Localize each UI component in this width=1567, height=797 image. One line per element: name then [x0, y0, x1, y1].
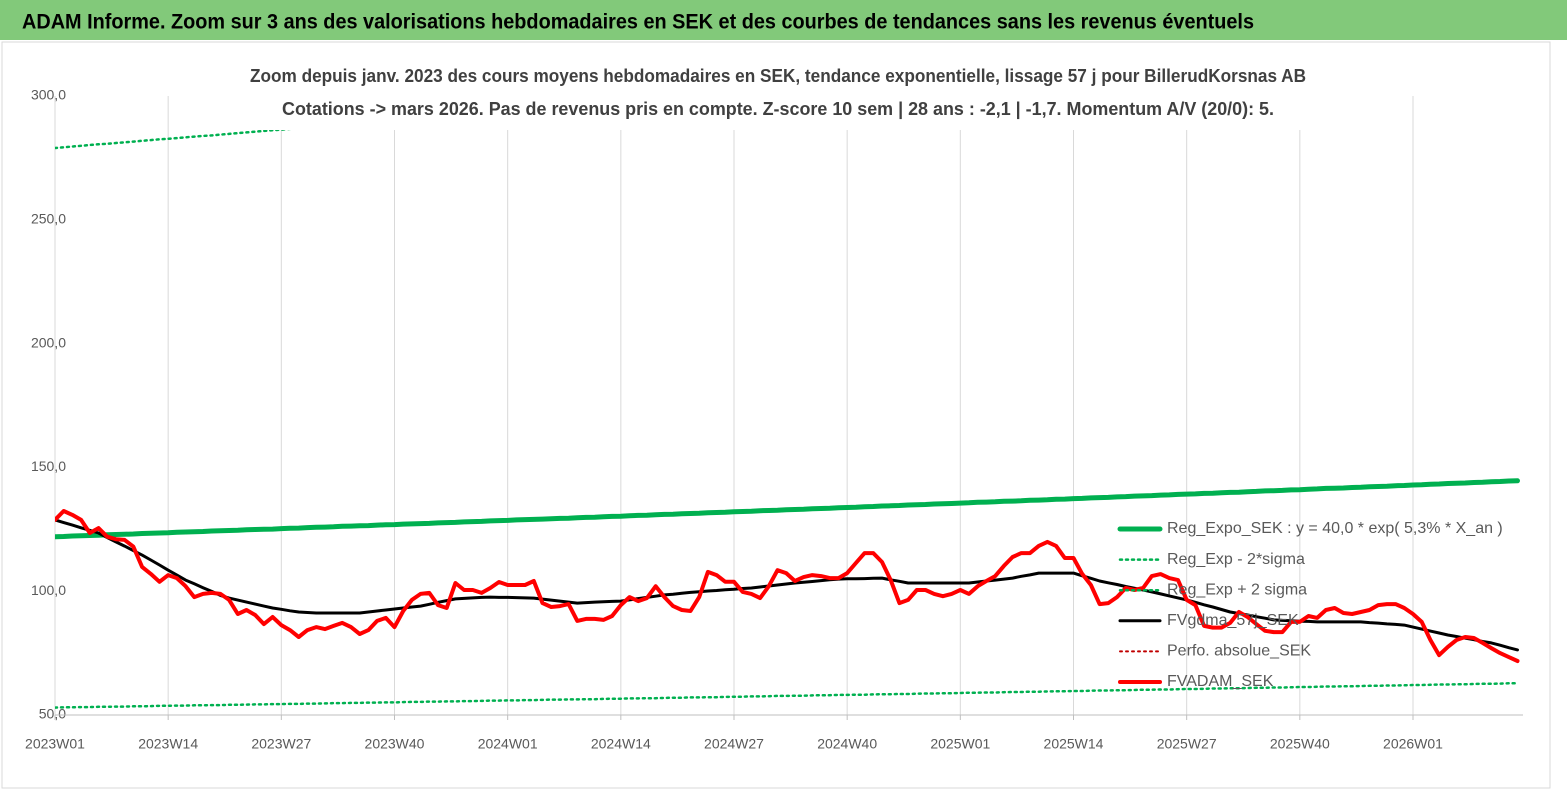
x-tick-label: 2025W14 — [1044, 736, 1104, 752]
x-tick-label: 2024W27 — [704, 736, 764, 752]
chart-frame — [1, 41, 1551, 789]
x-tick-label: 2026W01 — [1383, 736, 1443, 752]
legend-label: Reg_Exp - 2*sigma — [1167, 551, 1305, 568]
x-tick-label: 2024W40 — [817, 736, 877, 752]
series-line — [55, 478, 1520, 540]
header-title: ADAM Informe. Zoom sur 3 ans des valoris… — [22, 11, 1254, 34]
x-tick-label: 2025W27 — [1157, 736, 1217, 752]
y-tick-label: 50,0 — [39, 706, 66, 722]
series-line — [55, 682, 1519, 709]
x-tick-label: 2023W40 — [365, 736, 425, 752]
chart-title: Zoom depuis janv. 2023 des cours moyens … — [250, 66, 1306, 86]
x-tick-label: 2023W14 — [138, 736, 198, 752]
legend-label: Perfo. absolue_SEK — [1167, 643, 1311, 660]
grid — [54, 96, 1414, 715]
x-tick-label: 2023W27 — [251, 736, 311, 752]
series-line — [55, 509, 1520, 663]
y-tick-label: 300,0 — [31, 87, 66, 103]
y-tick-label: 250,0 — [31, 211, 66, 227]
x-tick-label: 2024W14 — [591, 736, 651, 752]
y-tick-label: 100,0 — [31, 582, 66, 598]
x-tick-label: 2024W01 — [478, 736, 538, 752]
plot-lines — [55, 96, 1520, 709]
series-line — [55, 518, 1519, 652]
legend-label: FVgdma_57j_SEK — [1167, 612, 1299, 629]
y-tick-label: 200,0 — [31, 334, 66, 350]
x-tick-label: 2023W01 — [25, 736, 85, 752]
title-box — [250, 58, 1316, 130]
y-tick-label: 150,0 — [31, 458, 66, 474]
chart-subtitle: Cotations -> mars 2026. Pas de revenus p… — [282, 99, 1274, 119]
header-band — [0, 0, 1567, 40]
legend-label: Reg_Exp + 2 sigma — [1167, 581, 1307, 598]
x-tick-label: 2025W01 — [930, 736, 990, 752]
legend-label: FVADAM_SEK — [1167, 673, 1274, 690]
legend: Reg_Expo_SEK : y = 40,0 * exp( 5,3% * X_… — [1117, 520, 1503, 690]
legend-label: Reg_Expo_SEK : y = 40,0 * exp( 5,3% * X_… — [1167, 520, 1503, 537]
x-tick-label: 2025W40 — [1270, 736, 1330, 752]
axes: 50,0 100,0 150,0 200,0 250,0 300,0 2023W01 2023… — [25, 87, 1523, 752]
